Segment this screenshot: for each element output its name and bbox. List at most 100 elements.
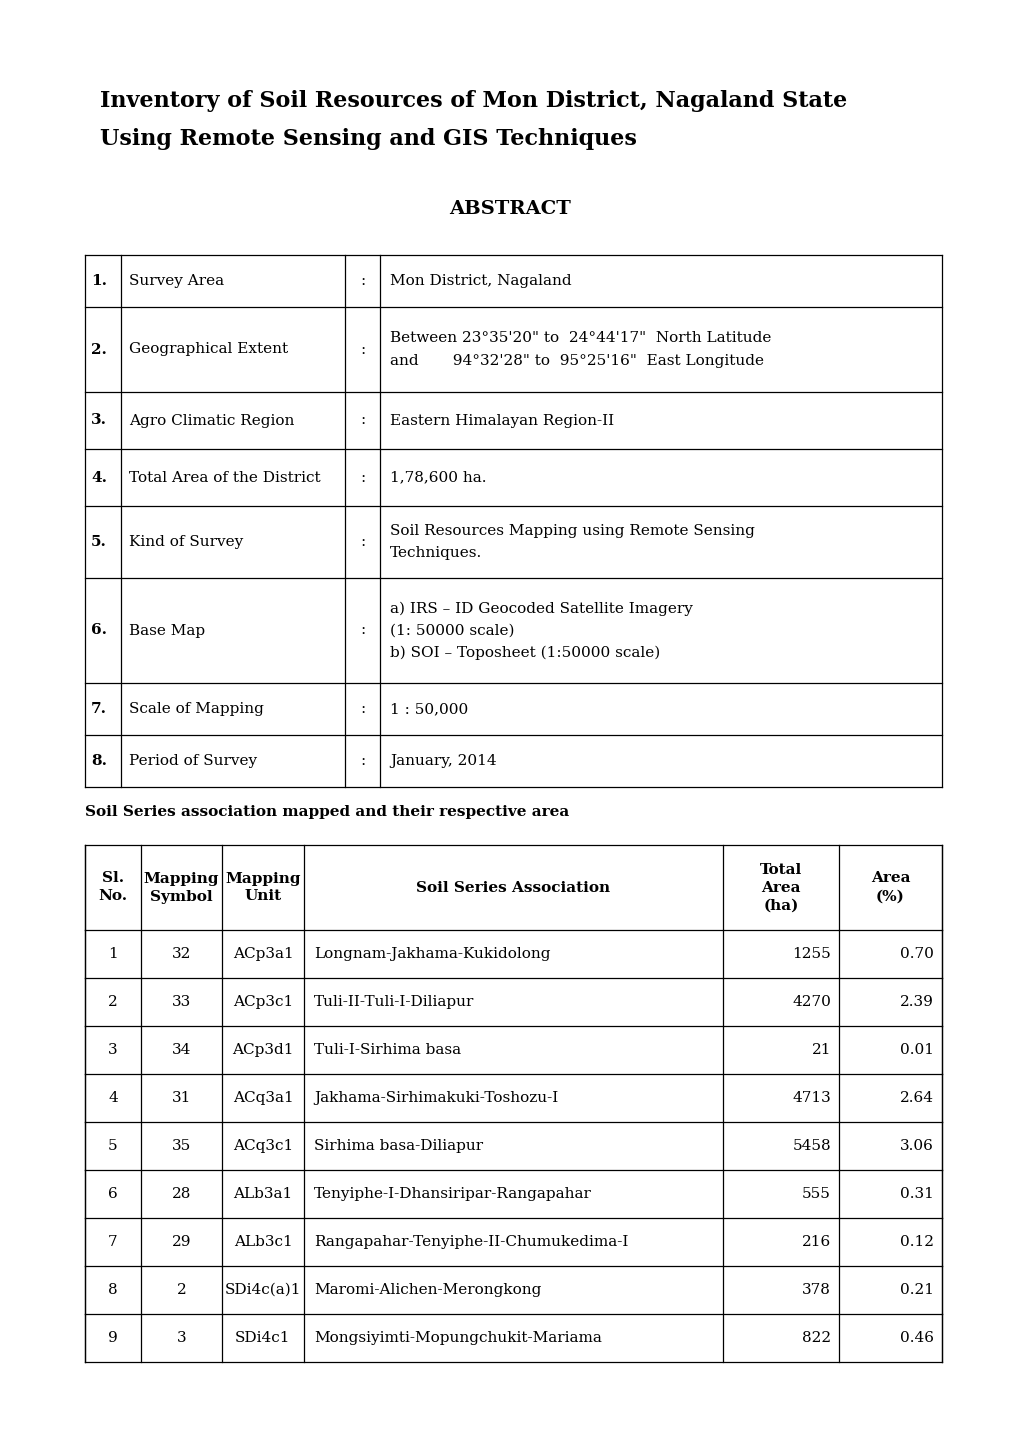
Text: :: : (360, 414, 365, 428)
Text: Kind of Survey: Kind of Survey (128, 535, 243, 549)
Text: 35: 35 (172, 1138, 191, 1153)
Text: Scale of Mapping: Scale of Mapping (128, 702, 264, 716)
Text: Sl.: Sl. (102, 872, 124, 886)
Text: 378: 378 (801, 1282, 830, 1297)
Text: 2.64: 2.64 (899, 1091, 933, 1105)
Text: Soil Series association mapped and their respective area: Soil Series association mapped and their… (85, 806, 569, 818)
Text: Longnam-Jakhama-Kukidolong: Longnam-Jakhama-Kukidolong (314, 947, 550, 961)
Text: Symbol: Symbol (150, 889, 213, 904)
Text: a) IRS – ID Geocoded Satellite Imagery: a) IRS – ID Geocoded Satellite Imagery (389, 601, 692, 615)
Text: Base Map: Base Map (128, 624, 205, 637)
Text: Jakhama-Sirhimakuki-Toshozu-I: Jakhama-Sirhimakuki-Toshozu-I (314, 1091, 557, 1105)
Text: 2: 2 (108, 994, 118, 1009)
Text: No.: No. (99, 889, 127, 904)
Text: 0.70: 0.70 (899, 947, 933, 961)
Text: 2.39: 2.39 (899, 994, 933, 1009)
Text: :: : (360, 702, 365, 716)
Text: Total Area of the District: Total Area of the District (128, 471, 320, 484)
Text: Tuli-I-Sirhima basa: Tuli-I-Sirhima basa (314, 1043, 461, 1058)
Text: :: : (360, 754, 365, 768)
Text: Tenyiphe-I-Dhansiripar-Rangapahar: Tenyiphe-I-Dhansiripar-Rangapahar (314, 1187, 591, 1200)
Text: :: : (360, 624, 365, 637)
Text: b) SOI – Toposheet (1:50000 scale): b) SOI – Toposheet (1:50000 scale) (389, 646, 659, 660)
Text: 33: 33 (172, 994, 191, 1009)
Text: 4: 4 (108, 1091, 118, 1105)
Text: 8: 8 (108, 1282, 118, 1297)
Text: 3.: 3. (91, 414, 107, 428)
Text: 555: 555 (801, 1187, 830, 1200)
Text: :: : (360, 274, 365, 288)
Text: 0.01: 0.01 (899, 1043, 933, 1058)
Text: Tuli-II-Tuli-I-Diliapur: Tuli-II-Tuli-I-Diliapur (314, 994, 474, 1009)
Text: Eastern Himalayan Region-II: Eastern Himalayan Region-II (389, 414, 613, 428)
Text: 8.: 8. (91, 754, 107, 768)
Text: 0.21: 0.21 (899, 1282, 933, 1297)
Text: Agro Climatic Region: Agro Climatic Region (128, 414, 294, 428)
Text: 7: 7 (108, 1235, 118, 1249)
Text: 6.: 6. (91, 624, 107, 637)
Text: 5: 5 (108, 1138, 118, 1153)
Text: ACp3a1: ACp3a1 (232, 947, 293, 961)
Text: 34: 34 (171, 1043, 191, 1058)
Text: 9: 9 (108, 1331, 118, 1344)
Text: ALb3a1: ALb3a1 (233, 1187, 292, 1200)
Text: 6: 6 (108, 1187, 118, 1200)
Text: ACq3c1: ACq3c1 (232, 1138, 292, 1153)
Text: SDi4c(a)1: SDi4c(a)1 (224, 1282, 301, 1297)
Text: 216: 216 (801, 1235, 830, 1249)
Text: Rangapahar-Tenyiphe-II-Chumukedima-I: Rangapahar-Tenyiphe-II-Chumukedima-I (314, 1235, 628, 1249)
Text: 3: 3 (108, 1043, 118, 1058)
Text: 31: 31 (171, 1091, 191, 1105)
Text: 3.06: 3.06 (899, 1138, 933, 1153)
Text: 1.: 1. (91, 274, 107, 288)
Text: 2.: 2. (91, 343, 107, 356)
Text: 28: 28 (171, 1187, 191, 1200)
Text: Unit: Unit (245, 889, 281, 904)
Text: Using Remote Sensing and GIS Techniques: Using Remote Sensing and GIS Techniques (100, 128, 636, 150)
Text: 0.31: 0.31 (899, 1187, 933, 1200)
Text: January, 2014: January, 2014 (389, 754, 496, 768)
Text: 4713: 4713 (792, 1091, 830, 1105)
Text: 4.: 4. (91, 471, 107, 484)
Text: :: : (360, 343, 365, 356)
Text: 2: 2 (176, 1282, 186, 1297)
Text: Inventory of Soil Resources of Mon District, Nagaland State: Inventory of Soil Resources of Mon Distr… (100, 89, 847, 112)
Text: Mapping: Mapping (144, 872, 219, 886)
Text: Mapping: Mapping (225, 872, 301, 886)
Text: Period of Survey: Period of Survey (128, 754, 257, 768)
Text: Techniques.: Techniques. (389, 546, 482, 561)
Text: :: : (360, 535, 365, 549)
Text: 29: 29 (171, 1235, 192, 1249)
Text: Area: Area (760, 880, 800, 895)
Text: 1: 1 (108, 947, 118, 961)
Text: 21: 21 (811, 1043, 830, 1058)
Text: 5.: 5. (91, 535, 107, 549)
Text: 5458: 5458 (792, 1138, 830, 1153)
Text: Soil Resources Mapping using Remote Sensing: Soil Resources Mapping using Remote Sens… (389, 525, 754, 537)
Text: Mongsiyimti-Mopungchukit-Mariama: Mongsiyimti-Mopungchukit-Mariama (314, 1331, 601, 1344)
Text: ACp3c1: ACp3c1 (232, 994, 292, 1009)
Text: (%): (%) (875, 889, 904, 904)
Text: Maromi-Alichen-Merongkong: Maromi-Alichen-Merongkong (314, 1282, 541, 1297)
Text: 4270: 4270 (792, 994, 830, 1009)
Text: 1255: 1255 (792, 947, 830, 961)
Text: Total: Total (759, 863, 801, 876)
Text: and       94°32'28" to  95°25'16"  East Longitude: and 94°32'28" to 95°25'16" East Longitud… (389, 353, 763, 367)
Text: ACq3a1: ACq3a1 (232, 1091, 293, 1105)
Text: Mon District, Nagaland: Mon District, Nagaland (389, 274, 571, 288)
Text: 3: 3 (176, 1331, 186, 1344)
Text: :: : (360, 471, 365, 484)
Text: ACp3d1: ACp3d1 (232, 1043, 293, 1058)
Text: 7.: 7. (91, 702, 107, 716)
Text: ALb3c1: ALb3c1 (233, 1235, 292, 1249)
Text: 1,78,600 ha.: 1,78,600 ha. (389, 471, 486, 484)
Text: Sirhima basa-Diliapur: Sirhima basa-Diliapur (314, 1138, 483, 1153)
Text: Area: Area (870, 872, 909, 886)
Text: Soil Series Association: Soil Series Association (416, 880, 610, 895)
Text: 1 : 50,000: 1 : 50,000 (389, 702, 468, 716)
Text: 32: 32 (171, 947, 191, 961)
Text: Survey Area: Survey Area (128, 274, 224, 288)
Text: Between 23°35'20" to  24°44'17"  North Latitude: Between 23°35'20" to 24°44'17" North Lat… (389, 331, 770, 346)
Text: 822: 822 (801, 1331, 830, 1344)
Text: (1: 50000 scale): (1: 50000 scale) (389, 624, 514, 637)
